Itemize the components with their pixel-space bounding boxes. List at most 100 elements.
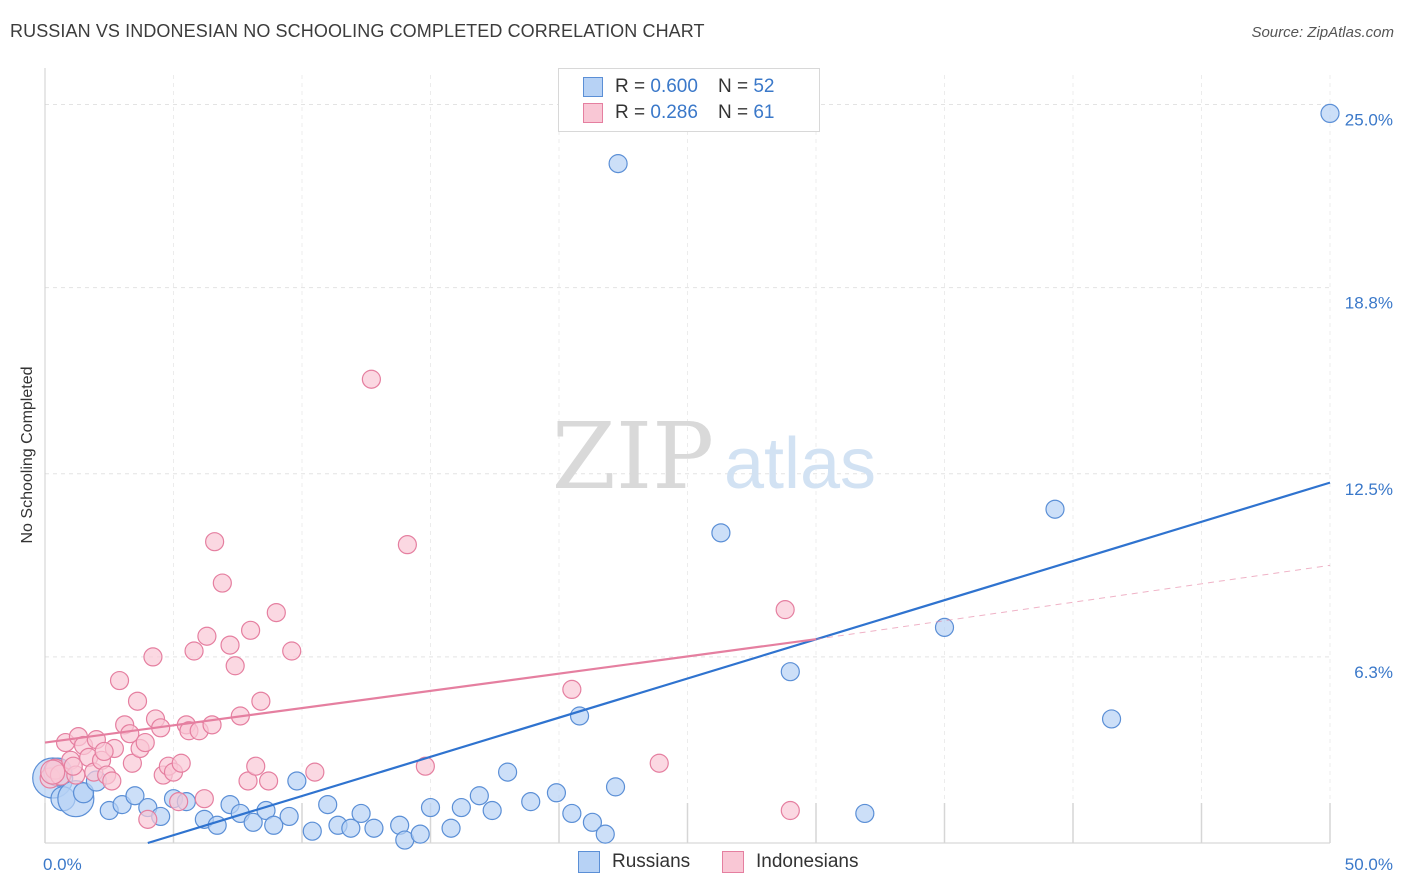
russians-point — [608, 154, 628, 174]
series-legend: Russians Indonesians — [0, 851, 1406, 877]
indonesians-legend-label: Indonesians — [756, 851, 859, 872]
chart-title: RUSSIAN VS INDONESIAN NO SCHOOLING COMPL… — [10, 21, 705, 41]
x-tick-label: 50.0% — [1345, 855, 1393, 874]
indonesians-point — [258, 771, 279, 791]
russians-point — [711, 523, 731, 543]
russians-point — [469, 786, 489, 806]
r-label: R = — [615, 76, 646, 97]
russians-point — [125, 786, 145, 806]
n-label: N = — [717, 102, 749, 123]
watermark-atlas: atlas — [724, 424, 876, 504]
russians-point — [780, 662, 800, 682]
russians-point — [1101, 709, 1122, 729]
axes — [44, 68, 1331, 844]
russians-point — [569, 706, 590, 726]
russians-point — [287, 771, 307, 791]
r-label: R = — [615, 102, 646, 123]
russians-point — [243, 812, 263, 832]
russians-point — [482, 800, 502, 821]
russians-point — [410, 824, 430, 844]
stats-legend: R = 0.600 N = 52 R = 0.286 N = 61 — [558, 68, 820, 132]
russians-point — [351, 803, 371, 824]
n-label: N = — [717, 76, 749, 97]
indonesians-point — [649, 753, 669, 773]
indonesians-point — [225, 656, 245, 676]
russians-point — [302, 821, 322, 841]
indonesians-point — [780, 800, 800, 821]
russians-point — [441, 818, 461, 838]
indonesians-point — [220, 635, 240, 655]
indonesians-point — [184, 641, 204, 661]
russians-point — [498, 762, 518, 782]
indonesians-point — [102, 771, 122, 791]
legend-row-russians: R = 0.600 N = 52 — [583, 75, 774, 99]
russians-legend-label: Russians — [612, 851, 691, 872]
indonesians-point — [138, 809, 158, 829]
indonesians-point — [241, 620, 261, 640]
russians-point — [279, 806, 299, 827]
indonesians-point — [282, 641, 302, 661]
legend-row-indonesians: R = 0.286 N = 61 — [583, 101, 774, 125]
russians-point — [1320, 103, 1340, 124]
russians-point — [562, 803, 582, 824]
russians-point — [451, 797, 471, 818]
russians-point — [582, 812, 603, 832]
source-label: Source: ZipAtlas.com — [1251, 24, 1394, 41]
russians-point — [318, 794, 338, 815]
russians-point — [264, 815, 284, 835]
indonesians-point — [246, 756, 266, 776]
data-points — [32, 103, 1340, 850]
indonesians-point — [397, 535, 417, 555]
indonesians-point — [63, 756, 83, 776]
indonesians-point — [266, 602, 286, 623]
indonesians-point — [40, 759, 66, 785]
indonesians-point — [171, 753, 191, 773]
russians-point — [595, 824, 615, 844]
trend-lines — [44, 481, 1331, 845]
indonesians-point — [212, 573, 232, 593]
y-tick-label: 6.3% — [1354, 663, 1393, 682]
indonesians-point — [127, 691, 148, 711]
russians-point — [1045, 499, 1065, 519]
indonesians-r-value: 0.286 — [650, 102, 698, 123]
indonesians-point — [143, 647, 163, 667]
indonesians-trend-line — [44, 638, 817, 744]
indonesians-point — [135, 732, 155, 753]
russians-n-value: 52 — [753, 76, 775, 97]
indonesians-point — [122, 753, 142, 773]
russians-swatch — [583, 77, 603, 97]
legend-item-indonesians[interactable]: Indonesians — [722, 851, 858, 873]
russians-r-value: 0.600 — [650, 76, 698, 97]
indonesians-point — [238, 771, 258, 791]
y-tick-label: 18.8% — [1345, 294, 1393, 313]
indonesians-point — [94, 741, 114, 762]
x-tick-label: 0.0% — [43, 855, 82, 874]
indonesians-point — [562, 679, 582, 700]
indonesians-point — [775, 600, 795, 620]
indonesians-swatch — [583, 103, 603, 123]
watermark-zip: ZIP — [552, 403, 714, 510]
indonesians-trend-extension — [815, 564, 1331, 640]
russians-trend-line — [147, 481, 1331, 845]
indonesians-point — [361, 369, 381, 389]
indonesians-point — [251, 691, 271, 711]
indonesians-point — [169, 792, 189, 812]
indonesians-point — [305, 762, 325, 782]
russians-point — [934, 617, 955, 637]
y-tick-label: 25.0% — [1345, 111, 1393, 130]
indonesians-n-value: 61 — [753, 102, 775, 123]
y-tick-label: 12.5% — [1345, 480, 1393, 499]
indonesians-point — [120, 724, 140, 744]
russians-point — [605, 777, 626, 797]
indonesians-legend-swatch — [722, 851, 744, 873]
legend-item-russians[interactable]: Russians — [578, 851, 690, 873]
russians-point — [420, 797, 441, 818]
tick-labels: 6.3% 12.5% 18.8% 25.0% 0.0% 50.0% — [43, 111, 1393, 874]
indonesians-point — [415, 756, 435, 776]
indonesians-point — [194, 789, 214, 809]
russians-point — [341, 818, 361, 838]
russians-point — [521, 792, 541, 812]
indonesians-point — [109, 670, 130, 691]
russians-point — [546, 783, 567, 803]
